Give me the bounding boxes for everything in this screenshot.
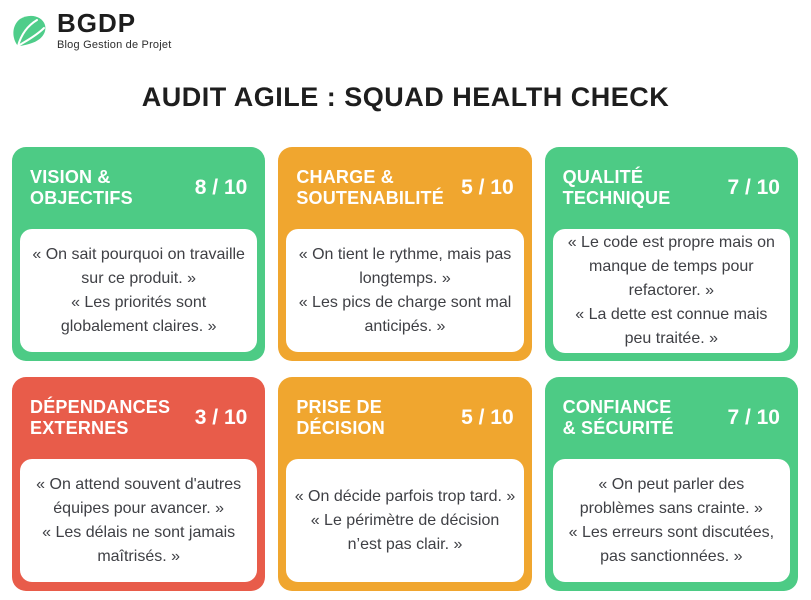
leaf-icon — [10, 13, 48, 49]
card-title-line1: PRISE DE — [296, 396, 382, 417]
quote: « Les priorités sont globalement claires… — [60, 293, 217, 335]
quote-box: « On peut parler des problèmes sans crai… — [552, 459, 790, 582]
card-prise-de-decision: PRISE DE DÉCISION 5 / 10 « On décide parf… — [278, 377, 532, 591]
bgdp-logo: BGDP Blog Gestion de Projet — [10, 10, 171, 51]
quote: « Le périmètre de décision n’est pas cla… — [310, 511, 500, 553]
score-badge: 3 / 10 — [194, 406, 248, 429]
card-title-line1: CHARGE & — [296, 166, 394, 187]
card-title: QUALITÉ TECHNIQUE — [563, 167, 671, 209]
card-header: CONFIANCE & SÉCURITÉ 7 / 10 — [545, 377, 798, 459]
card-header: QUALITÉ TECHNIQUE 7 / 10 — [545, 147, 798, 229]
quote-box: « On sait pourquoi on travaille sur ce p… — [20, 229, 258, 352]
quote: « La dette est connue mais peu traitée. … — [575, 306, 768, 347]
card-confiance-securite: CONFIANCE & SÉCURITÉ 7 / 10 « On peut par… — [544, 377, 798, 591]
card-header: DÉPENDANCES EXTERNES 3 / 10 — [12, 377, 265, 459]
card-charge-soutenabilite: CHARGE & SOUTENABILITÉ 5 / 10 « On tient … — [278, 147, 532, 361]
card-dependances-externes: DÉPENDANCES EXTERNES 3 / 10 « On attend s… — [12, 377, 266, 591]
card-title: DÉPENDANCES EXTERNES — [30, 397, 170, 439]
card-title-line2: EXTERNES — [30, 418, 129, 438]
quote-box: « On décide parfois trop tard. » « Le pé… — [286, 459, 524, 582]
card-vision-objectifs: VISION & OBJECTIFS 8 / 10 « On sait pourq… — [12, 147, 266, 361]
quote-box: « Le code est propre mais on manque de t… — [552, 229, 790, 353]
card-title: VISION & OBJECTIFS — [30, 167, 133, 209]
card-title: PRISE DE DÉCISION — [296, 397, 385, 439]
cards-grid: VISION & OBJECTIFS 8 / 10 « On sait pourq… — [12, 147, 798, 591]
card-title-line2: TECHNIQUE — [562, 188, 671, 208]
quote: « On décide parfois trop tard. » — [294, 487, 516, 505]
card-title-line1: CONFIANCE — [562, 396, 672, 417]
quote: « On tient le rythme, mais pas longtemps… — [298, 245, 512, 287]
card-qualite-technique: QUALITÉ TECHNIQUE 7 / 10 « Le code est pr… — [544, 147, 798, 361]
quote: « Le code est propre mais on manque de t… — [567, 234, 775, 299]
card-title-line1: QUALITÉ — [562, 166, 644, 187]
brand-tagline: Blog Gestion de Projet — [57, 39, 172, 51]
card-title-line2: DÉCISION — [296, 418, 385, 438]
quote: « Les pics de charge sont mal anticipés.… — [298, 293, 512, 335]
score-badge: 5 / 10 — [461, 176, 514, 199]
quote: « Les erreurs sont discutées, pas sancti… — [568, 523, 775, 565]
card-title-line2: & SÉCURITÉ — [562, 418, 674, 438]
quote: « Les délais ne sont jamais maîtrisés. » — [42, 523, 236, 565]
card-title-line1: DÉPENDANCES — [30, 396, 171, 417]
card-title-line1: VISION & — [30, 166, 111, 187]
quote: « On sait pourquoi on travaille sur ce p… — [32, 245, 245, 287]
card-header: VISION & OBJECTIFS 8 / 10 — [12, 147, 265, 229]
page-title: AUDIT AGILE : SQUAD HEALTH CHECK — [141, 82, 670, 112]
quote-box: « On tient le rythme, mais pas longtemps… — [286, 229, 524, 352]
brand-name: BGDP — [57, 8, 137, 38]
quote: « On peut parler des problèmes sans crai… — [579, 475, 763, 517]
quote: « On attend souvent d'autres équipes pou… — [36, 475, 242, 517]
card-header: CHARGE & SOUTENABILITÉ 5 / 10 — [278, 147, 531, 229]
card-header: PRISE DE DÉCISION 5 / 10 — [278, 377, 531, 459]
card-title: CHARGE & SOUTENABILITÉ — [296, 167, 444, 209]
score-badge: 7 / 10 — [727, 176, 780, 199]
score-badge: 5 / 10 — [461, 406, 514, 429]
logo-text: BGDP Blog Gestion de Projet — [57, 10, 171, 51]
score-badge: 7 / 10 — [727, 406, 780, 429]
card-title-line2: OBJECTIFS — [30, 188, 133, 208]
quote-box: « On attend souvent d'autres équipes pou… — [20, 459, 258, 582]
card-title-line2: SOUTENABILITÉ — [296, 188, 444, 208]
card-title: CONFIANCE & SÉCURITÉ — [563, 397, 674, 439]
score-badge: 8 / 10 — [194, 176, 248, 199]
